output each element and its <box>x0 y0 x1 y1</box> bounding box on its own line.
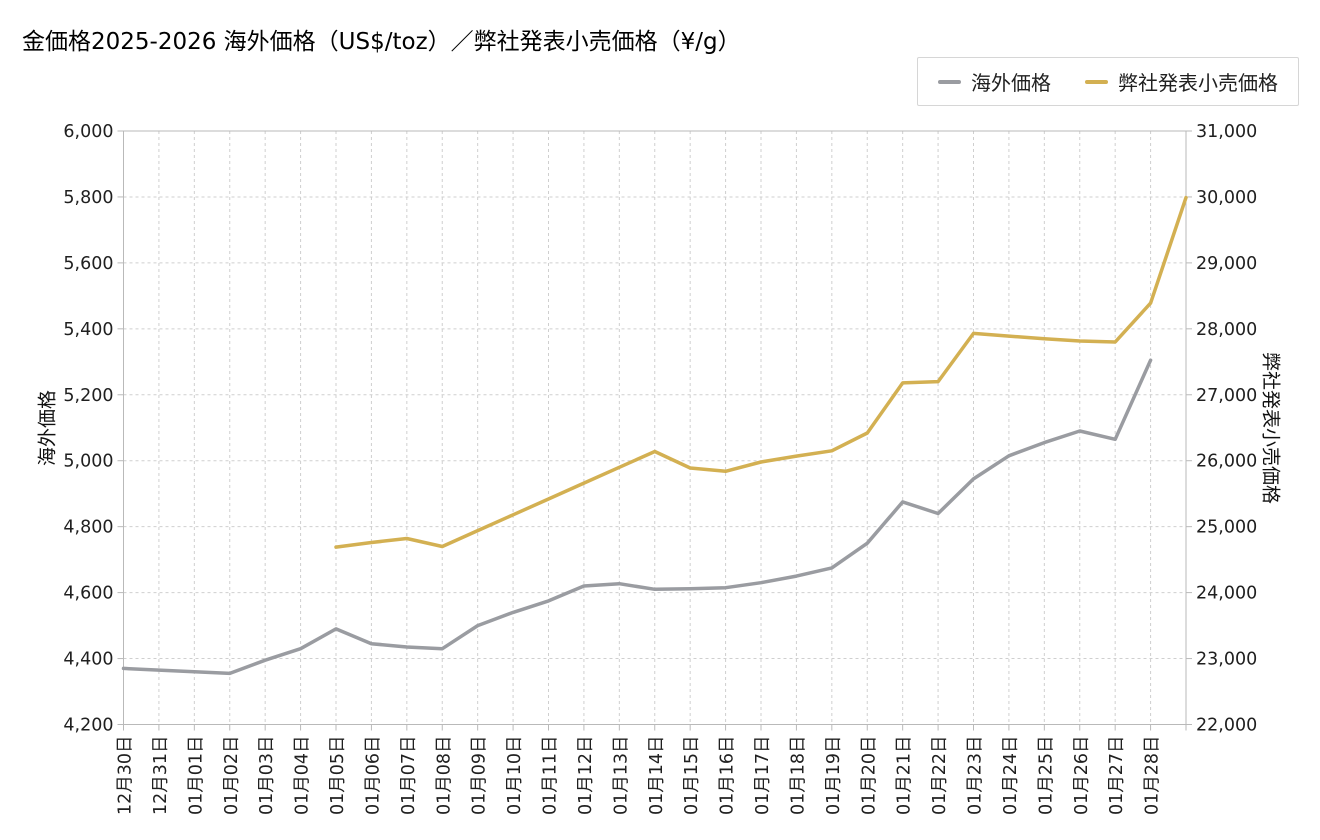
legend-label-retail: 弊社発表小売価格 <box>1118 71 1278 95</box>
left-tick-label: 6,000 <box>63 122 113 142</box>
x-tick-label: 01月09日 <box>470 736 490 816</box>
left-tick-label: 4,200 <box>63 716 113 736</box>
right-tick-label: 29,000 <box>1196 254 1257 274</box>
right-tick-label: 26,000 <box>1196 452 1257 472</box>
x-tick-label: 01月13日 <box>611 736 631 816</box>
right-tick-label: 30,000 <box>1196 188 1257 208</box>
x-tick-label: 01月27日 <box>1107 736 1127 816</box>
x-tick-label: 01月25日 <box>1036 736 1056 816</box>
x-tick-label: 01月08日 <box>434 736 454 816</box>
x-tick-label: 01月03日 <box>257 736 277 816</box>
x-tick-label: 01月10日 <box>505 736 525 816</box>
x-tick-label: 01月28日 <box>1143 736 1163 816</box>
legend-label-overseas: 海外価格 <box>971 71 1051 95</box>
x-tick-label: 01月01日 <box>186 736 206 816</box>
x-tick-label: 01月20日 <box>859 736 879 816</box>
right-tick-label: 28,000 <box>1196 320 1257 340</box>
x-tick-label: 01月22日 <box>930 735 950 815</box>
retail-series-line <box>334 195 1188 549</box>
right-tick-label: 24,000 <box>1196 584 1257 604</box>
x-tick-label: 01月14日 <box>647 736 667 816</box>
x-tick-label: 01月23日 <box>966 736 986 816</box>
chart-title: 金価格2025-2026 海外価格（US$/toz）／弊社発表小売価格（¥/g） <box>22 29 741 55</box>
x-tick-label: 01月05日 <box>328 736 348 816</box>
x-tick-label: 01月04日 <box>293 736 313 816</box>
x-tick-label: 01月19日 <box>824 736 844 816</box>
x-tick-label: 01月26日 <box>1072 736 1092 816</box>
left-tick-label: 4,800 <box>63 518 113 538</box>
left-tick-label: 5,800 <box>63 188 113 208</box>
right-tick-label: 25,000 <box>1196 518 1257 538</box>
left-tick-label: 4,400 <box>63 650 113 670</box>
x-tick-label: 01月02日 <box>222 736 242 816</box>
left-tick-label: 5,400 <box>63 320 113 340</box>
right-tick-label: 22,000 <box>1196 716 1257 736</box>
x-tick-label: 01月07日 <box>399 736 419 816</box>
left-tick-label: 5,000 <box>63 452 113 472</box>
x-tick-label: 01月11日 <box>541 736 561 816</box>
right-tick-label: 23,000 <box>1196 650 1257 670</box>
legend-item-overseas[interactable]: 海外価格 <box>938 67 1051 96</box>
retail-line-swatch <box>1085 79 1108 84</box>
x-tick-label: 01月06日 <box>363 736 383 816</box>
left-axis-title: 海外価格 <box>36 389 59 467</box>
x-tick-label: 01月17日 <box>753 736 773 816</box>
left-tick-label: 4,600 <box>63 584 113 604</box>
overseas-series-line <box>121 358 1153 676</box>
x-tick-label: 12月31日 <box>151 736 171 816</box>
x-tick-label: 01月18日 <box>788 736 808 816</box>
legend: 海外価格 弊社発表小売価格 <box>917 57 1299 106</box>
legend-item-retail[interactable]: 弊社発表小売価格 <box>1085 67 1278 96</box>
right-tick-label: 27,000 <box>1196 386 1257 406</box>
left-tick-label: 5,600 <box>63 254 113 274</box>
x-tick-label: 12月30日 <box>116 736 136 816</box>
x-tick-label: 01月15日 <box>682 736 702 816</box>
x-tick-label: 01月16日 <box>718 736 738 816</box>
x-tick-label: 01月24日 <box>1001 736 1021 816</box>
x-tick-label: 01月21日 <box>895 736 915 816</box>
right-tick-label: 31,000 <box>1196 122 1257 142</box>
right-axis-title: 弊社発表小売価格 <box>1259 351 1282 505</box>
x-tick-label: 01月12日 <box>576 736 596 816</box>
overseas-line-swatch <box>938 79 961 84</box>
left-tick-label: 5,200 <box>63 386 113 406</box>
